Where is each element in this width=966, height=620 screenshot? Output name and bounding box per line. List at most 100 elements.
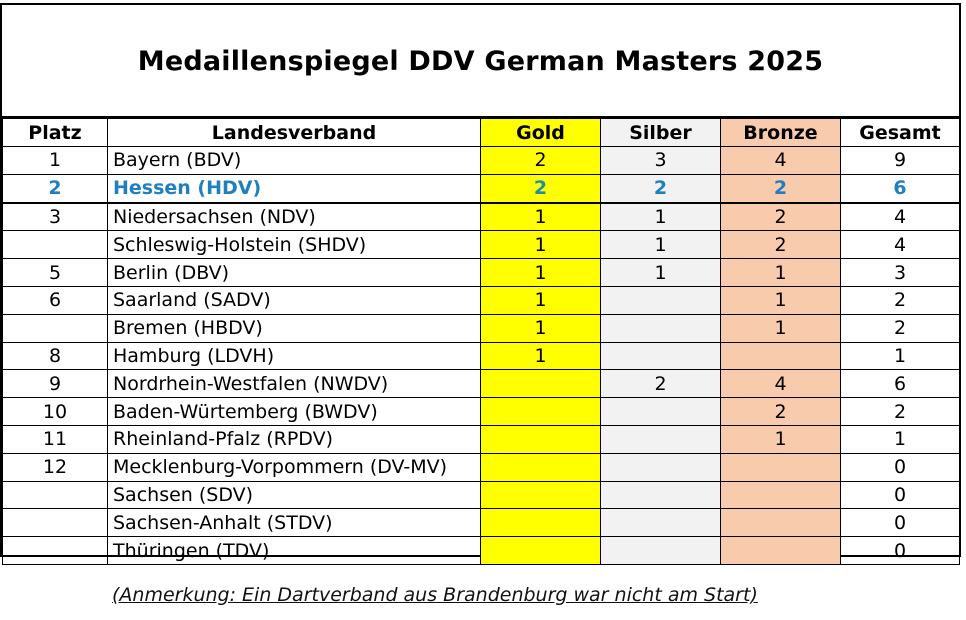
cell-silber: 2 xyxy=(600,369,721,399)
table-row-highlighted: 2 Hessen (HDV) 2 2 2 6 xyxy=(2,173,960,204)
cell-gesamt: 0 xyxy=(840,536,960,565)
cell-silber xyxy=(600,424,721,454)
cell-platz xyxy=(2,508,108,538)
cell-gesamt: 6 xyxy=(840,173,960,204)
cell-gold: 2 xyxy=(480,146,601,175)
cell-gold: 1 xyxy=(480,202,601,232)
table-row: Schleswig-Holstein (SHDV) 1 1 2 4 xyxy=(2,230,960,260)
table-row: 5 Berlin (DBV) 1 1 1 3 xyxy=(2,258,960,287)
table-row: 8 Hamburg (LDVH) 1 1 xyxy=(2,341,960,371)
cell-landesverband: Baden-Würtemberg (BWDV) xyxy=(107,397,481,426)
cell-platz xyxy=(2,313,108,343)
table-row: Thüringen (TDV) 0 xyxy=(2,536,960,565)
cell-platz: 6 xyxy=(2,285,108,315)
cell-silber xyxy=(600,397,721,426)
cell-gesamt: 4 xyxy=(840,230,960,260)
table-row: Sachsen-Anhalt (STDV) 0 xyxy=(2,508,960,538)
cell-gesamt: 0 xyxy=(840,452,960,482)
cell-silber: 3 xyxy=(600,146,721,175)
table-row: 10 Baden-Würtemberg (BWDV) 2 2 xyxy=(2,397,960,426)
cell-bronze: 1 xyxy=(720,285,841,315)
cell-landesverband: Sachsen-Anhalt (STDV) xyxy=(107,508,481,538)
cell-landesverband: Nordrhein-Westfalen (NWDV) xyxy=(107,369,481,399)
cell-silber xyxy=(600,285,721,315)
cell-bronze xyxy=(720,480,841,510)
cell-landesverband: Hessen (HDV) xyxy=(107,173,481,204)
cell-gesamt: 2 xyxy=(840,313,960,343)
cell-landesverband: Schleswig-Holstein (SHDV) xyxy=(107,230,481,260)
cell-silber xyxy=(600,452,721,482)
header-bronze: Bronze xyxy=(720,118,841,147)
cell-silber: 1 xyxy=(600,230,721,260)
cell-gesamt: 9 xyxy=(840,146,960,175)
cell-platz: 8 xyxy=(2,341,108,371)
header-gold: Gold xyxy=(480,118,601,147)
cell-platz: 9 xyxy=(2,369,108,399)
cell-landesverband: Hamburg (LDVH) xyxy=(107,341,481,371)
cell-gesamt: 6 xyxy=(840,369,960,399)
cell-bronze: 1 xyxy=(720,424,841,454)
medal-table: Platz Landesverband Gold Silber Bronze G… xyxy=(2,118,960,565)
cell-gold xyxy=(480,508,601,538)
cell-platz xyxy=(2,230,108,260)
cell-bronze: 2 xyxy=(720,202,841,232)
cell-gold xyxy=(480,452,601,482)
cell-silber xyxy=(600,508,721,538)
cell-bronze xyxy=(720,341,841,371)
cell-bronze xyxy=(720,508,841,538)
cell-bronze: 4 xyxy=(720,369,841,399)
cell-platz: 1 xyxy=(2,146,108,175)
header-landesverband: Landesverband xyxy=(107,118,481,147)
cell-gesamt: 4 xyxy=(840,202,960,232)
cell-landesverband: Mecklenburg-Vorpommern (DV-MV) xyxy=(107,452,481,482)
cell-landesverband: Bayern (BDV) xyxy=(107,146,481,175)
cell-platz: 10 xyxy=(2,397,108,426)
cell-landesverband: Niedersachsen (NDV) xyxy=(107,202,481,232)
cell-bronze xyxy=(720,452,841,482)
header-gesamt: Gesamt xyxy=(840,118,960,147)
table-row: 3 Niedersachsen (NDV) 1 1 2 4 xyxy=(2,202,960,232)
cell-silber xyxy=(600,313,721,343)
cell-silber: 2 xyxy=(600,173,721,204)
cell-gesamt: 2 xyxy=(840,397,960,426)
cell-gold: 1 xyxy=(480,285,601,315)
cell-platz: 12 xyxy=(2,452,108,482)
cell-bronze xyxy=(720,536,841,565)
cell-gesamt: 2 xyxy=(840,285,960,315)
table-row: Sachsen (SDV) 0 xyxy=(2,480,960,510)
table-row: 9 Nordrhein-Westfalen (NWDV) 2 4 6 xyxy=(2,369,960,399)
cell-platz: 2 xyxy=(2,173,108,204)
medal-table-frame: Medaillenspiegel DDV German Masters 2025… xyxy=(0,3,961,565)
cell-platz: 3 xyxy=(2,202,108,232)
cell-gesamt: 1 xyxy=(840,341,960,371)
header-platz: Platz xyxy=(2,118,108,147)
cell-bronze: 1 xyxy=(720,313,841,343)
table-row: 1 Bayern (BDV) 2 3 4 9 xyxy=(2,146,960,175)
cell-silber xyxy=(600,480,721,510)
cell-landesverband: Berlin (DBV) xyxy=(107,258,481,287)
cell-gold: 1 xyxy=(480,341,601,371)
table-row: 11 Rheinland-Pfalz (RPDV) 1 1 xyxy=(2,424,960,454)
cell-landesverband: Rheinland-Pfalz (RPDV) xyxy=(107,424,481,454)
cell-platz: 11 xyxy=(2,424,108,454)
cell-landesverband: Bremen (HBDV) xyxy=(107,313,481,343)
cell-gold xyxy=(480,397,601,426)
cell-gesamt: 1 xyxy=(840,424,960,454)
cell-landesverband: Saarland (SADV) xyxy=(107,285,481,315)
table-row: Bremen (HBDV) 1 1 2 xyxy=(2,313,960,343)
cell-gold: 1 xyxy=(480,258,601,287)
cell-bronze: 2 xyxy=(720,230,841,260)
cell-gesamt: 0 xyxy=(840,508,960,538)
cell-gold: 2 xyxy=(480,173,601,204)
cell-gold xyxy=(480,369,601,399)
cell-silber xyxy=(600,341,721,371)
cell-silber: 1 xyxy=(600,258,721,287)
table-header-row: Platz Landesverband Gold Silber Bronze G… xyxy=(2,118,960,147)
cell-platz xyxy=(2,480,108,510)
cell-gold: 1 xyxy=(480,230,601,260)
cell-bronze: 2 xyxy=(720,397,841,426)
cell-gold: 1 xyxy=(480,313,601,343)
cell-silber: 1 xyxy=(600,202,721,232)
table-row: 6 Saarland (SADV) 1 1 2 xyxy=(2,285,960,315)
cell-bronze: 2 xyxy=(720,173,841,204)
